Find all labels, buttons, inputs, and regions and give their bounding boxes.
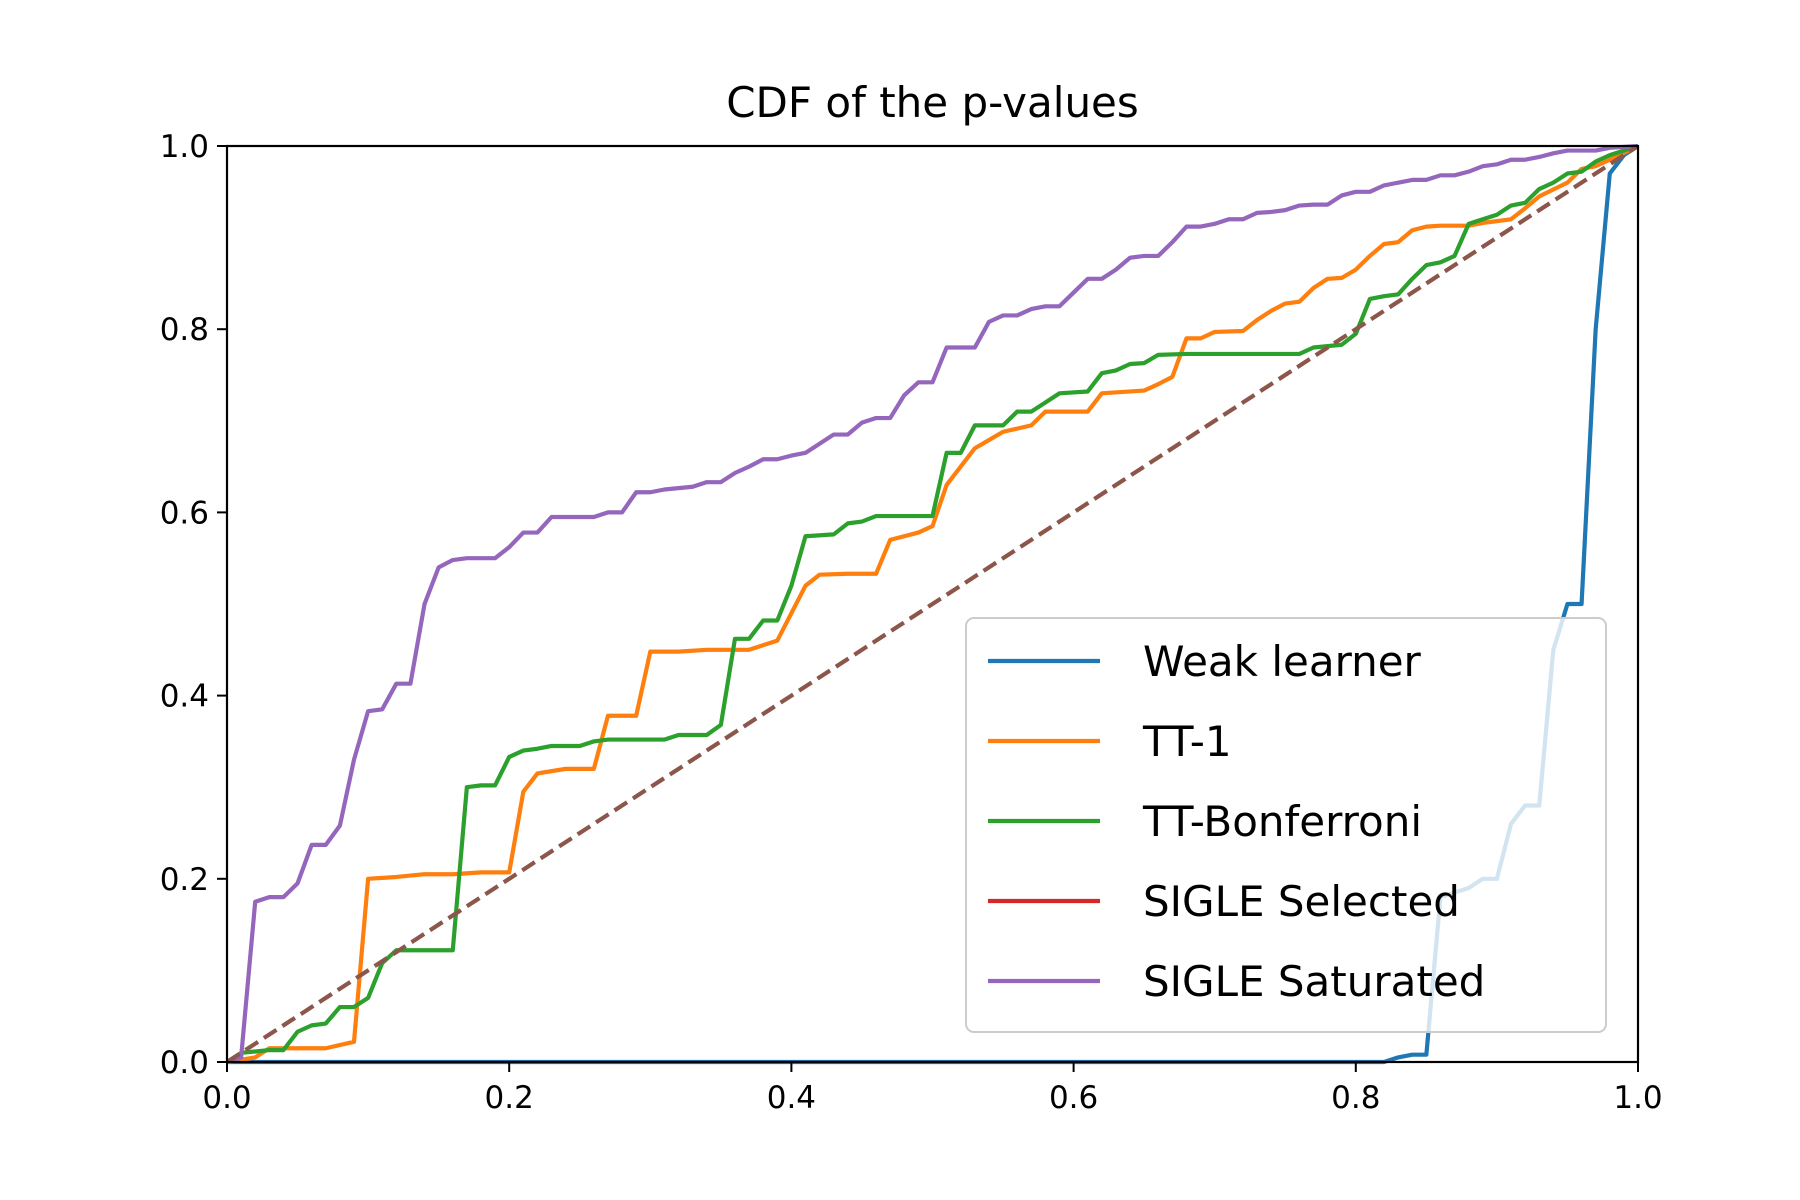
series-line-sigle-saturated <box>226 143 1639 1064</box>
series-line-tt-1 <box>226 144 1639 1065</box>
y-axis-ticks: 0.0 0.2 0.4 0.6 0.8 1.0 <box>160 129 227 1081</box>
chart-title: CDF of the p-values <box>726 78 1139 127</box>
y-tick-label: 0.2 <box>160 862 209 898</box>
y-tick-label: 1.0 <box>160 129 209 165</box>
legend-label-tt-bonferroni: TT-Bonferroni <box>1142 797 1422 846</box>
x-tick-label: 0.6 <box>1049 1080 1098 1116</box>
series-line-tt-bonferroni <box>225 144 1639 1064</box>
legend-label-sigle-selected: SIGLE Selected <box>1143 877 1460 926</box>
y-tick-label: 0.0 <box>160 1045 209 1081</box>
legend-label-tt-1: TT-1 <box>1142 717 1232 766</box>
y-tick-label: 0.4 <box>160 679 209 715</box>
plot-area-border <box>225 144 1640 1064</box>
legend-label-sigle-saturated: SIGLE Saturated <box>1143 957 1485 1006</box>
y-tick-label: 0.8 <box>160 312 209 348</box>
x-tick-label: 0.4 <box>767 1080 816 1116</box>
legend-box <box>965 617 1607 1033</box>
legend: Weak learner TT-1 TT-Bonferroni SIGLE Selec… <box>965 617 1607 1033</box>
axes-frame <box>225 144 1640 1064</box>
legend-label-weak-learner: Weak learner <box>1143 637 1422 686</box>
x-tick-label: 1.0 <box>1613 1080 1662 1116</box>
x-tick-label: 0.0 <box>202 1080 251 1116</box>
x-tick-label: 0.8 <box>1331 1080 1380 1116</box>
y-tick-label: 0.6 <box>160 495 209 531</box>
x-tick-label: 0.2 <box>485 1080 534 1116</box>
series-line-reference-diagonal <box>225 144 1640 1064</box>
x-axis-ticks: 0.0 0.2 0.4 0.6 0.8 1.0 <box>202 1062 1663 1116</box>
